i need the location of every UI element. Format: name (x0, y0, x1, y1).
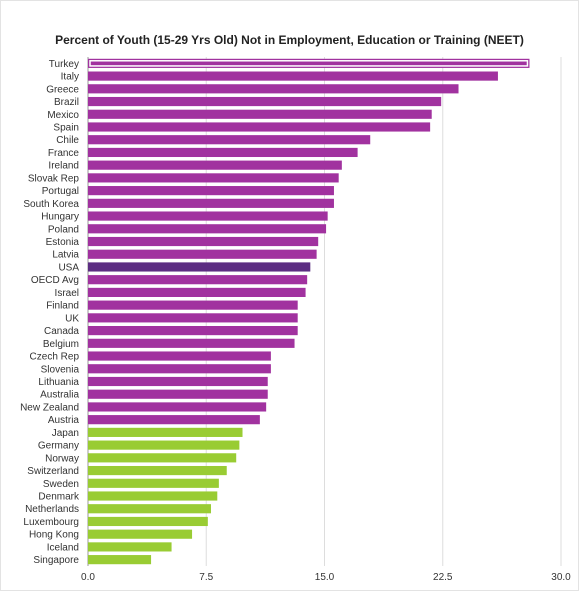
bar-netherlands[interactable] (88, 504, 211, 514)
x-tick-label: 30.0 (551, 572, 571, 583)
bar-usa[interactable] (88, 262, 311, 272)
category-label: Israel (55, 288, 79, 299)
bar-czech-rep[interactable] (88, 351, 271, 361)
category-label: New Zealand (20, 402, 79, 413)
bar-mexico[interactable] (88, 109, 432, 119)
category-label: Slovak Rep (28, 173, 80, 184)
bar-finland[interactable] (88, 300, 298, 310)
bar-sweden[interactable] (88, 478, 219, 488)
category-label: Mexico (47, 110, 79, 121)
bar-canada[interactable] (88, 326, 298, 336)
bar-denmark[interactable] (88, 491, 218, 501)
bar-latvia[interactable] (88, 249, 317, 259)
bar-france[interactable] (88, 147, 358, 158)
category-label: Estonia (46, 237, 80, 248)
category-label: Hong Kong (29, 530, 79, 541)
x-tick-labels: 0.0 7.5 15.0 22.5 30.0 (81, 572, 571, 583)
bar-spain[interactable] (88, 122, 431, 132)
bar-layer (88, 58, 530, 565)
selected-bar-outline (89, 60, 529, 67)
bar-greece[interactable] (88, 84, 459, 94)
bar-hong-kong[interactable] (88, 529, 193, 539)
category-label: Slovenia (41, 364, 80, 375)
category-label: Belgium (43, 339, 79, 350)
category-label: Poland (48, 224, 79, 235)
category-label: Italy (61, 72, 79, 83)
bar-belgium[interactable] (88, 338, 295, 348)
bar-portugal[interactable] (88, 186, 334, 196)
bar-poland[interactable] (88, 224, 327, 234)
grid-layer (87, 57, 562, 566)
category-label: Iceland (47, 542, 79, 553)
bar-slovak-rep[interactable] (88, 173, 339, 183)
bar-australia[interactable] (88, 389, 268, 399)
bar-iceland[interactable] (88, 542, 172, 552)
category-label: Brazil (54, 97, 79, 108)
category-label: Latvia (52, 250, 79, 261)
category-label: France (48, 148, 80, 159)
bar-turkey[interactable] (88, 58, 530, 68)
category-label: Netherlands (25, 504, 79, 515)
bar-slovenia[interactable] (88, 364, 271, 374)
category-label: Singapore (33, 555, 79, 566)
bar-switzerland[interactable] (88, 465, 227, 476)
x-tick-label: 22.5 (433, 572, 453, 583)
category-label: Czech Rep (30, 352, 80, 363)
x-tick-label: 7.5 (199, 572, 213, 583)
category-label: USA (58, 262, 79, 273)
bar-ireland[interactable] (88, 160, 342, 170)
category-label: Turkey (49, 59, 79, 70)
bar-oecd-avg[interactable] (88, 275, 308, 285)
category-label: Spain (53, 122, 79, 133)
category-label: Australia (40, 390, 79, 401)
category-label: Hungary (41, 212, 79, 223)
x-tick-label: 0.0 (81, 572, 95, 583)
category-label: Greece (46, 84, 79, 95)
category-label: Austria (48, 415, 80, 426)
bar-brazil[interactable] (88, 96, 442, 107)
bar-japan[interactable] (88, 427, 243, 437)
bar-luxembourg[interactable] (88, 516, 208, 527)
bar-norway[interactable] (88, 453, 237, 463)
category-label: Portugal (42, 186, 79, 197)
category-label: Luxembourg (23, 517, 79, 528)
bar-south-korea[interactable] (88, 198, 334, 208)
category-label: Norway (45, 453, 79, 464)
category-label: Canada (44, 326, 79, 337)
bar-israel[interactable] (88, 287, 306, 297)
category-label: Sweden (43, 479, 79, 490)
bar-new-zealand[interactable] (88, 402, 267, 412)
bar-austria[interactable] (88, 415, 260, 425)
bar-hungary[interactable] (88, 211, 328, 221)
category-label: Lithuania (38, 377, 79, 388)
chart-title: Percent of Youth (15-29 Yrs Old) Not in … (55, 33, 524, 47)
bar-chile[interactable] (88, 135, 371, 145)
category-label: South Korea (23, 199, 79, 210)
category-label: Ireland (48, 161, 79, 172)
bar-uk[interactable] (88, 313, 298, 323)
bar-germany[interactable] (88, 440, 240, 450)
category-label: Finland (46, 301, 79, 312)
category-label: OECD Avg (31, 275, 79, 286)
bar-singapore[interactable] (88, 555, 152, 565)
category-label: UK (65, 313, 79, 324)
category-label: Denmark (38, 492, 80, 503)
bar-estonia[interactable] (88, 236, 319, 247)
category-label: Switzerland (27, 466, 79, 477)
bar-italy[interactable] (88, 71, 498, 81)
x-tick-label: 15.0 (315, 572, 335, 583)
category-label: Japan (52, 428, 79, 439)
category-label: Germany (38, 441, 79, 452)
bar-lithuania[interactable] (88, 376, 268, 387)
category-label: Chile (56, 135, 79, 146)
